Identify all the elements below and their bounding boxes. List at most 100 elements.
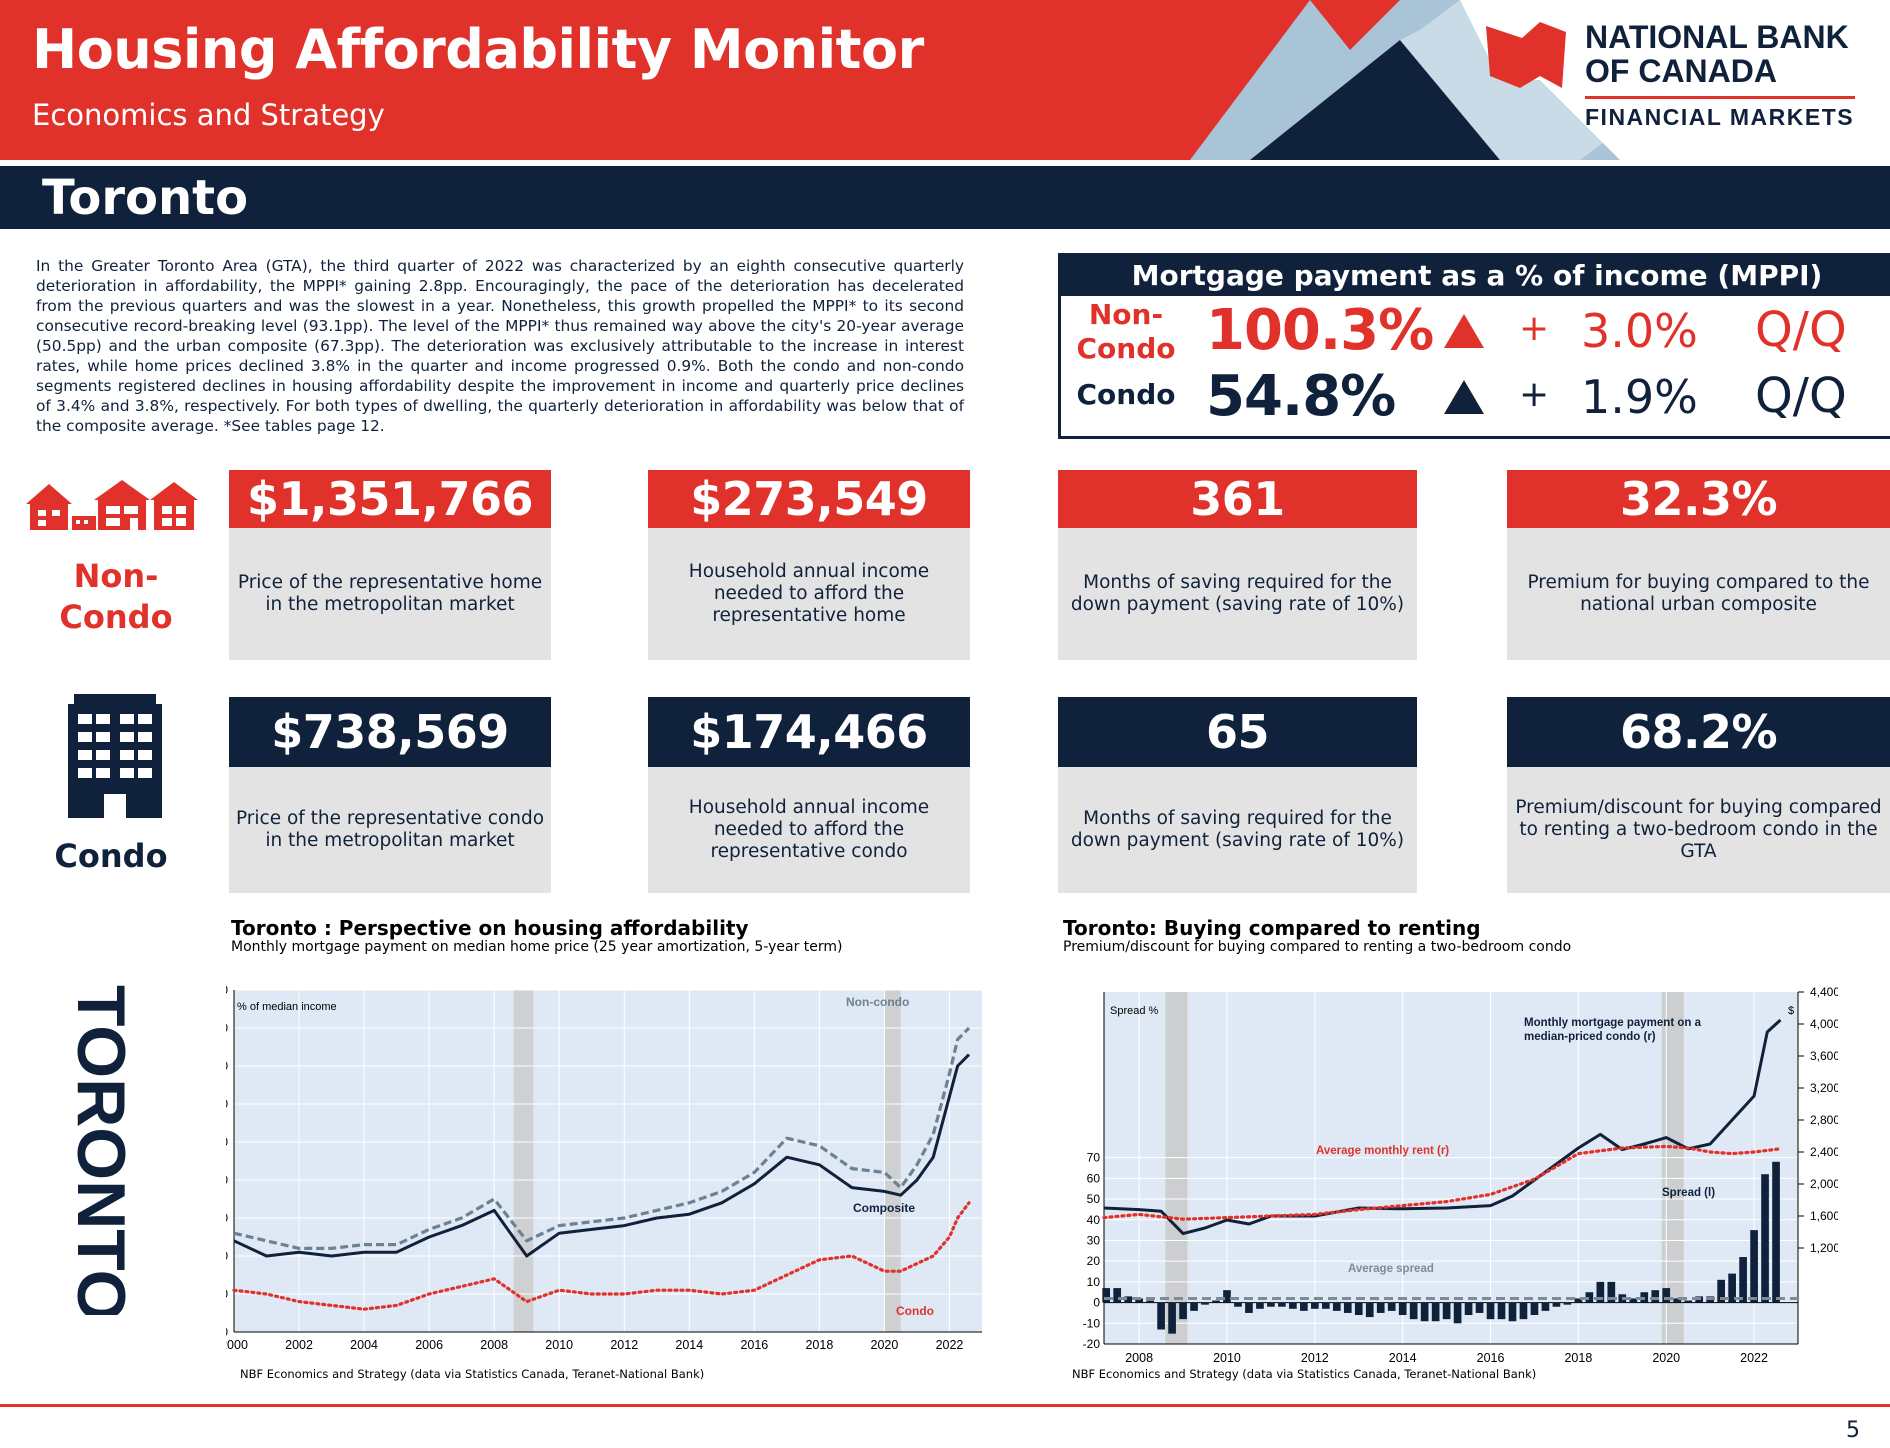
vertical-city-label: TORONTO <box>63 985 139 1315</box>
spread-bar <box>1662 1288 1671 1303</box>
spread-bar <box>1354 1302 1363 1316</box>
spread-bar <box>1596 1281 1605 1303</box>
spread-bar <box>1530 1302 1539 1316</box>
spread-bar <box>1607 1281 1616 1303</box>
y-right-tick-label: 2,800 <box>1810 1113 1838 1127</box>
spread-bar <box>1223 1290 1231 1303</box>
mppi-type: Condo <box>1076 378 1176 411</box>
y-left-tick-label: 30 <box>1087 1233 1101 1247</box>
vertical-city-text: TORONTO <box>63 985 139 1315</box>
x-tick-label: 2014 <box>1389 1351 1417 1365</box>
logo-line-1: NATIONAL BANK <box>1585 19 1849 55</box>
mppi-value: 100.3% <box>1206 298 1434 363</box>
houses-icon <box>26 480 198 530</box>
mortgage-payment-line <box>1103 1018 1782 1236</box>
series-label-composite: Composite <box>853 1201 915 1215</box>
annotation-rent: Average monthly rent (r) <box>1316 1145 1449 1157</box>
spread-bar <box>1245 1302 1253 1313</box>
condo-building-icon <box>68 694 162 818</box>
x-tick-label: 2004 <box>350 1338 378 1352</box>
x-tick-label: 2002 <box>285 1338 313 1352</box>
spread-bar <box>1212 1300 1220 1303</box>
noncondo-label-line-2: Condo <box>59 598 173 636</box>
chart1-affordability: 20 30 40 50 60 70 80 90 100 110 2000 2002 2004 2006 20… <box>226 983 982 1352</box>
y-tick-label: 80 <box>226 1097 228 1111</box>
city-title: Toronto <box>42 170 249 226</box>
annotation-average-spread: Average spread <box>1348 1263 1434 1275</box>
spread-bar <box>1168 1302 1176 1334</box>
spread-bar <box>1442 1302 1451 1320</box>
y-tick-label: 50 <box>226 1211 228 1225</box>
spread-bar <box>1310 1302 1319 1309</box>
mppi-row-condo: Condo 54.8% + 1.9% Q/Q <box>1061 364 1890 432</box>
spread-bar <box>1739 1257 1747 1303</box>
tile-value: 65 <box>1058 697 1417 767</box>
condo-label: Condo <box>54 837 168 875</box>
spread-bar <box>1552 1302 1561 1307</box>
mppi-plus: + <box>1519 374 1550 415</box>
series-line-composite <box>233 1053 971 1258</box>
spread-bar <box>1365 1302 1374 1318</box>
spread-bar <box>1750 1230 1758 1303</box>
chart2-title: Toronto: Buying compared to renting <box>1063 916 1481 940</box>
noncondo-label-line-1: Non- <box>73 557 159 595</box>
x-tick-label: 2016 <box>1477 1351 1505 1365</box>
up-triangle-icon <box>1444 314 1484 348</box>
tile-value: $1,351,766 <box>229 470 551 528</box>
spread-bar <box>1420 1302 1429 1322</box>
y-tick-label: 30 <box>226 1287 228 1301</box>
tile-description: Price of the representative condo in the… <box>229 767 551 893</box>
y-right-tick-label: 1,200 <box>1810 1241 1838 1255</box>
x-tick-label: 2020 <box>1652 1351 1680 1365</box>
condo-tile-saving: 65 Months of saving required for the dow… <box>1058 697 1417 893</box>
logo-divider <box>1585 96 1855 99</box>
x-tick-label: 2008 <box>480 1338 508 1352</box>
chart1-subtitle: Monthly mortgage payment on median home … <box>231 939 843 955</box>
spread-bar <box>1102 1288 1111 1303</box>
noncondo-tile-price: $1,351,766 Price of the representative h… <box>229 470 551 660</box>
y-left-tick-label: 40 <box>1087 1213 1101 1227</box>
up-triangle-icon <box>1444 380 1484 414</box>
y-tick-label: 40 <box>226 1249 228 1263</box>
footer-rule <box>0 1404 1890 1407</box>
y-right-tick-label: 2,400 <box>1810 1145 1838 1159</box>
chart1-title: Toronto : Perspective on housing afforda… <box>231 916 749 940</box>
spread-bar <box>1651 1290 1660 1303</box>
y-right-tick-label: 2,000 <box>1810 1177 1838 1191</box>
spread-bar <box>1256 1302 1264 1309</box>
mppi-period: Q/Q <box>1755 368 1847 424</box>
spread-bar <box>1201 1302 1209 1305</box>
mppi-type: Non- Condo <box>1071 298 1181 366</box>
x-tick-label: 2014 <box>675 1338 703 1352</box>
tile-value: 68.2% <box>1507 697 1890 767</box>
spread-bar <box>1475 1302 1484 1313</box>
y-left-tick-label: 10 <box>1087 1275 1101 1289</box>
spread-bar <box>1519 1302 1528 1320</box>
logo-line-2: OF CANADA <box>1585 53 1777 89</box>
logo-line-3: FINANCIAL MARKETS <box>1585 104 1855 130</box>
chart2-plot-area <box>1104 992 1798 1344</box>
y-tick-label: 100 <box>226 1021 228 1035</box>
series-line-condo <box>232 1201 971 1311</box>
y-left-axis-title: Spread % <box>1110 1005 1159 1017</box>
x-tick-label: 2012 <box>610 1338 638 1352</box>
mppi-row-noncondo: Non- Condo 100.3% + 3.0% Q/Q <box>1061 298 1890 366</box>
chart1-plot-area <box>234 990 982 1332</box>
y-right-tick-label: 1,600 <box>1810 1209 1838 1223</box>
spread-bar <box>1508 1302 1517 1322</box>
spread-bar <box>1135 1298 1143 1303</box>
chart2-source: NBF Economics and Strategy (data via Sta… <box>1072 1367 1537 1381</box>
tile-description: Household annual income needed to afford… <box>648 528 970 660</box>
noncondo-tile-premium: 32.3% Premium for buying compared to the… <box>1507 470 1890 660</box>
y-left-tick-label: -20 <box>1083 1337 1101 1351</box>
spread-bar <box>1179 1302 1187 1320</box>
spread-bar <box>1541 1302 1550 1311</box>
mppi-change: 1.9% <box>1581 370 1698 424</box>
x-tick-label: 2010 <box>545 1338 573 1352</box>
y-left-tick-label: 50 <box>1087 1192 1101 1206</box>
spread-bar <box>1267 1302 1275 1307</box>
spread-bar <box>1629 1298 1638 1303</box>
tile-value: $174,466 <box>648 697 970 767</box>
x-tick-label: 2018 <box>1564 1351 1592 1365</box>
